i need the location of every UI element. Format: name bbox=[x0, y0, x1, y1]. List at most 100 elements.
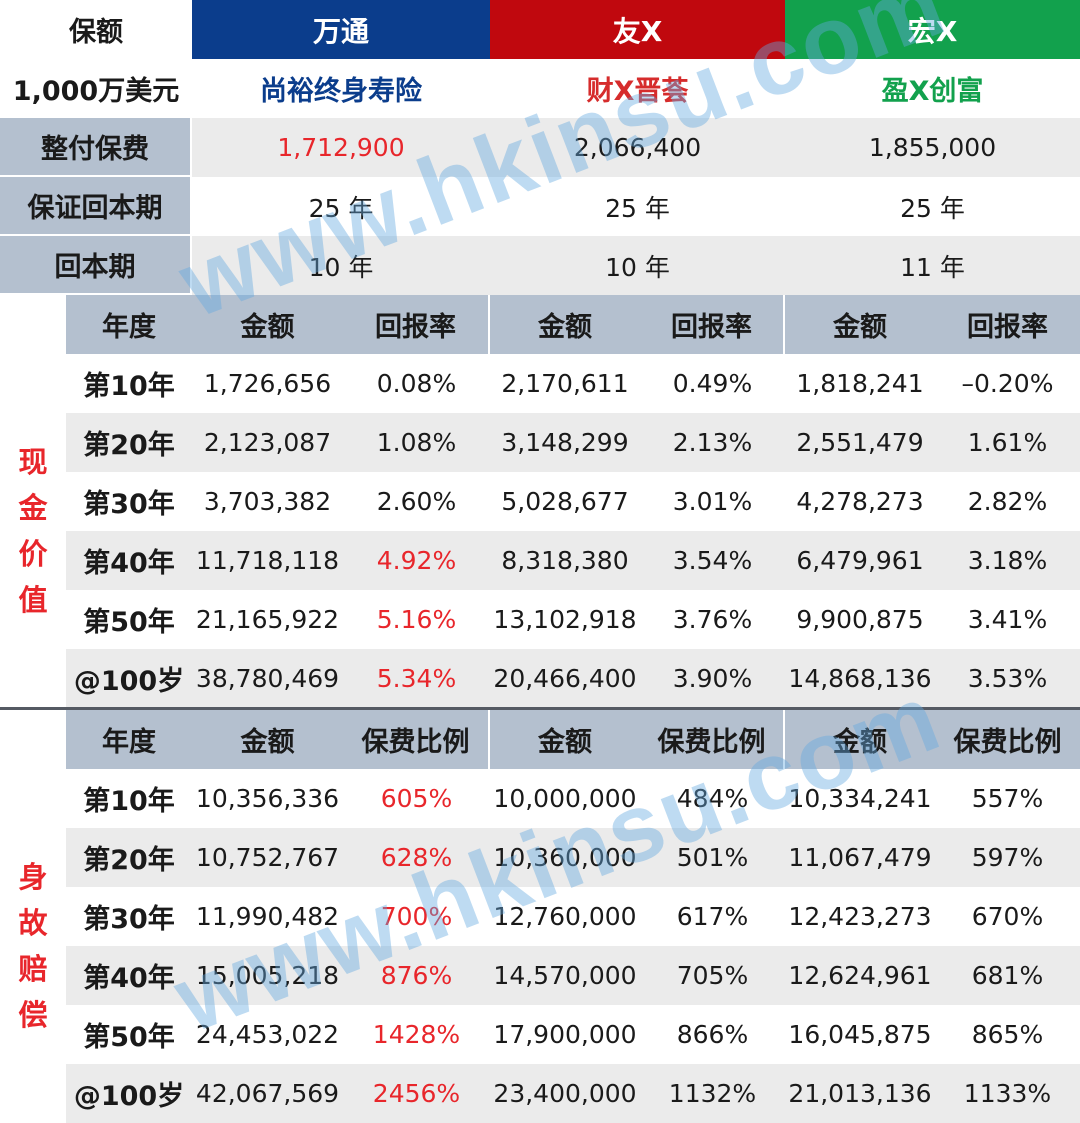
corner-label: 保额 bbox=[69, 17, 123, 48]
side-label-char: 价 bbox=[18, 537, 48, 571]
amount-cell: 11,718,118 bbox=[192, 531, 343, 590]
column-header-amount: 金额 bbox=[785, 295, 935, 354]
company-header-3: 宏X bbox=[785, 0, 1080, 59]
section-divider bbox=[0, 707, 1080, 710]
amount-cell: 24,453,022 bbox=[192, 1005, 343, 1064]
ratio-cell: 557% bbox=[935, 769, 1080, 828]
summary-label: 保证回本期 bbox=[0, 177, 192, 236]
side-label-char: 赔 bbox=[18, 952, 48, 986]
ratio-cell: 705% bbox=[640, 946, 785, 1005]
amount-cell: 3,148,299 bbox=[490, 413, 640, 472]
amount-cell: 12,423,273 bbox=[785, 887, 935, 946]
ratio-cell: 628% bbox=[343, 828, 490, 887]
amount-cell: 21,165,922 bbox=[192, 590, 343, 649]
ratio-cell: 1.08% bbox=[343, 413, 490, 472]
column-header-ratio: 回报率 bbox=[640, 295, 785, 354]
amount-cell: 12,624,961 bbox=[785, 946, 935, 1005]
ratio-cell: 876% bbox=[343, 946, 490, 1005]
column-header-year: 年度 bbox=[66, 295, 192, 354]
side-label-char: 现 bbox=[18, 445, 48, 479]
ratio-cell: 3.76% bbox=[640, 590, 785, 649]
ratio-cell: 3.01% bbox=[640, 472, 785, 531]
ratio-cell: 700% bbox=[343, 887, 490, 946]
product-name-2: 财X晋荟 bbox=[586, 76, 689, 107]
row-year-label: 第50年 bbox=[66, 1005, 192, 1064]
row-year-label: 第10年 bbox=[66, 769, 192, 828]
ratio-cell: 605% bbox=[343, 769, 490, 828]
side-label-char: 身 bbox=[18, 860, 48, 894]
ratio-cell: 501% bbox=[640, 828, 785, 887]
ratio-cell: 670% bbox=[935, 887, 1080, 946]
ratio-cell: 0.08% bbox=[343, 354, 490, 413]
side-label-char: 偿 bbox=[18, 998, 48, 1032]
amount-cell: 14,570,000 bbox=[490, 946, 640, 1005]
amount-cell: 15,005,218 bbox=[192, 946, 343, 1005]
amount-cell: 23,400,000 bbox=[490, 1064, 640, 1123]
column-header-ratio: 保费比例 bbox=[640, 710, 785, 769]
amount-cell: 38,780,469 bbox=[192, 649, 343, 708]
column-header-year: 年度 bbox=[66, 710, 192, 769]
amount-cell: 2,170,611 bbox=[490, 354, 640, 413]
row-year-label: 第20年 bbox=[66, 413, 192, 472]
product-name-1: 尚裕终身寿险 bbox=[260, 76, 422, 107]
summary-value: 25 年 bbox=[785, 177, 1080, 236]
column-header-ratio: 保费比例 bbox=[343, 710, 490, 769]
sum-assured-label: 1,000万美元 bbox=[12, 76, 180, 107]
section-side-label: 身故赔偿 bbox=[0, 769, 66, 1123]
amount-cell: 10,334,241 bbox=[785, 769, 935, 828]
ratio-cell: 1428% bbox=[343, 1005, 490, 1064]
ratio-cell: 2456% bbox=[343, 1064, 490, 1123]
summary-value: 11 年 bbox=[785, 236, 1080, 295]
amount-cell: 8,318,380 bbox=[490, 531, 640, 590]
amount-cell: 10,356,336 bbox=[192, 769, 343, 828]
row-year-label: 第20年 bbox=[66, 828, 192, 887]
amount-cell: 14,868,136 bbox=[785, 649, 935, 708]
ratio-cell: 681% bbox=[935, 946, 1080, 1005]
ratio-cell: 617% bbox=[640, 887, 785, 946]
amount-cell: 17,900,000 bbox=[490, 1005, 640, 1064]
ratio-cell: 597% bbox=[935, 828, 1080, 887]
amount-cell: 4,278,273 bbox=[785, 472, 935, 531]
ratio-cell: 0.49% bbox=[640, 354, 785, 413]
amount-cell: 3,703,382 bbox=[192, 472, 343, 531]
summary-value: 1,712,900 bbox=[192, 118, 490, 177]
ratio-cell: 5.34% bbox=[343, 649, 490, 708]
ratio-cell: 3.41% bbox=[935, 590, 1080, 649]
amount-cell: 10,000,000 bbox=[490, 769, 640, 828]
column-header-amount: 金额 bbox=[192, 295, 343, 354]
column-header-ratio: 回报率 bbox=[935, 295, 1080, 354]
ratio-cell: 484% bbox=[640, 769, 785, 828]
summary-value: 10 年 bbox=[192, 236, 490, 295]
amount-cell: 11,990,482 bbox=[192, 887, 343, 946]
summary-value: 25 年 bbox=[192, 177, 490, 236]
amount-cell: 10,360,000 bbox=[490, 828, 640, 887]
ratio-cell: 3.90% bbox=[640, 649, 785, 708]
row-year-label: 第10年 bbox=[66, 354, 192, 413]
ratio-cell: 866% bbox=[640, 1005, 785, 1064]
column-header-ratio: 回报率 bbox=[343, 295, 490, 354]
ratio-cell: 3.18% bbox=[935, 531, 1080, 590]
amount-cell: 10,752,767 bbox=[192, 828, 343, 887]
amount-cell: 5,028,677 bbox=[490, 472, 640, 531]
amount-cell: 9,900,875 bbox=[785, 590, 935, 649]
amount-cell: 12,760,000 bbox=[490, 887, 640, 946]
column-header-amount: 金额 bbox=[490, 295, 640, 354]
summary-label: 整付保费 bbox=[0, 118, 192, 177]
amount-cell: 13,102,918 bbox=[490, 590, 640, 649]
ratio-cell: 865% bbox=[935, 1005, 1080, 1064]
row-year-label: 第30年 bbox=[66, 472, 192, 531]
row-year-label: 第30年 bbox=[66, 887, 192, 946]
ratio-cell: 2.60% bbox=[343, 472, 490, 531]
amount-cell: 1,726,656 bbox=[192, 354, 343, 413]
product-name-3: 盈X创富 bbox=[881, 76, 984, 107]
summary-value: 25 年 bbox=[490, 177, 785, 236]
amount-cell: 1,818,241 bbox=[785, 354, 935, 413]
ratio-cell: 5.16% bbox=[343, 590, 490, 649]
amount-cell: 16,045,875 bbox=[785, 1005, 935, 1064]
amount-cell: 20,466,400 bbox=[490, 649, 640, 708]
amount-cell: 42,067,569 bbox=[192, 1064, 343, 1123]
ratio-cell: 2.82% bbox=[935, 472, 1080, 531]
summary-value: 10 年 bbox=[490, 236, 785, 295]
side-label-char: 故 bbox=[18, 906, 48, 940]
